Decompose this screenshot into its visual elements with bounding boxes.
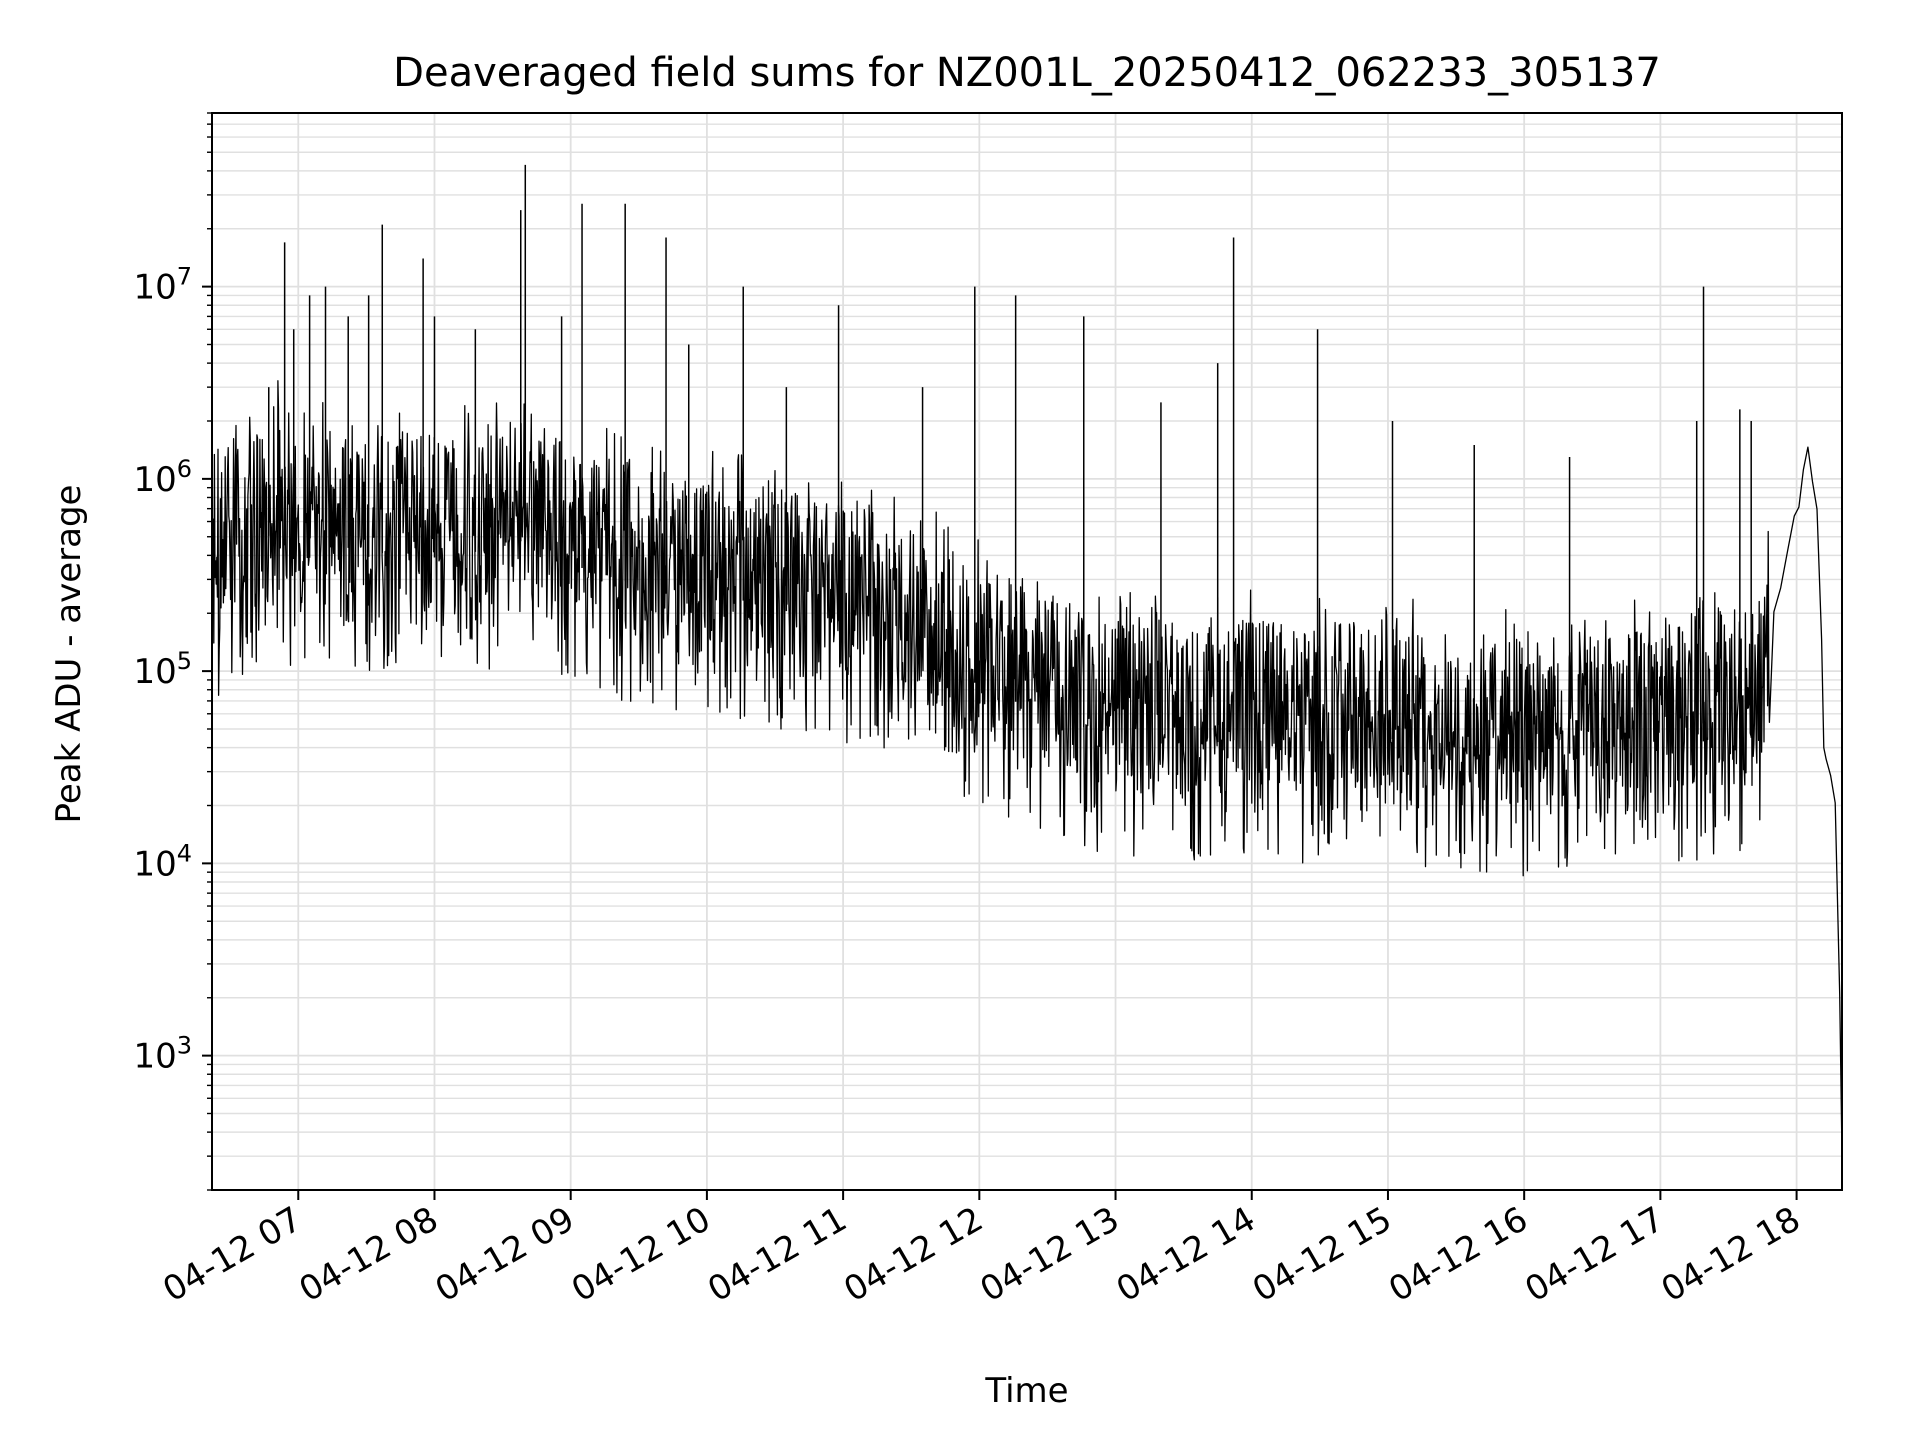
y-axis-label: Peak ADU - average [49,485,89,824]
grid [212,112,1842,1191]
axes-frame [211,112,1843,1191]
y-tick-label: 106 [133,455,192,500]
y-tick-label: 107 [133,263,192,308]
x-axis-label: Time [984,1371,1068,1411]
y-tick-label: 104 [133,839,192,884]
series-line [211,380,1843,1157]
y-tick-label: 103 [133,1032,192,1077]
plot-area [211,164,1843,1157]
y-tick-label: 105 [133,647,192,692]
chart-title: Deaveraged field sums for NZ001L_2025041… [393,50,1661,96]
